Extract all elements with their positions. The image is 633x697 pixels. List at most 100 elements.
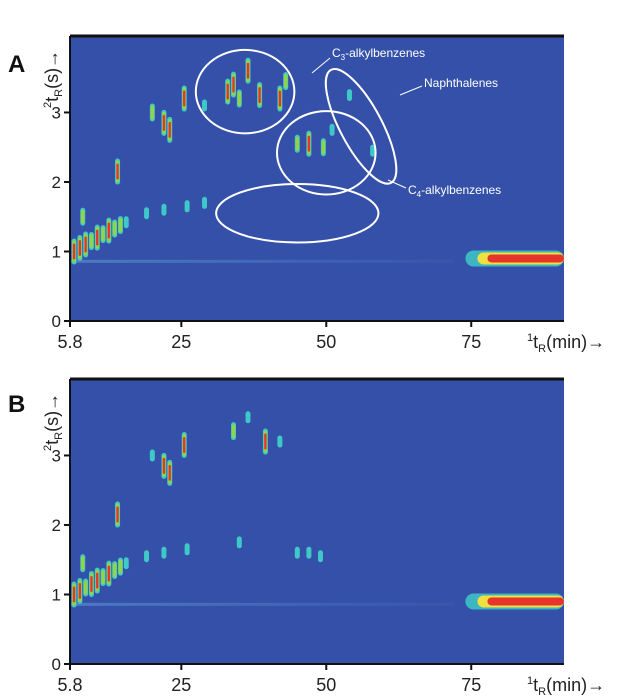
x-tick-label: 75	[461, 675, 481, 695]
peak-halo	[294, 546, 300, 559]
panel-a-peaks	[71, 57, 376, 265]
region-label-c4: C4-alkylbenzenes	[408, 183, 501, 199]
chart-peak	[161, 546, 167, 559]
peak-core	[183, 90, 186, 107]
y-axis-title-sup: 2	[42, 102, 54, 108]
x-tick-label: 75	[461, 332, 481, 352]
panel-b-plot-area	[70, 379, 564, 664]
y-tick-label: 2	[52, 516, 61, 535]
peak-core	[96, 572, 99, 589]
panel-b-solvent-band	[465, 593, 564, 610]
peak-core	[96, 229, 99, 246]
solvent-band-core	[487, 254, 564, 263]
chart-peak	[94, 567, 100, 594]
x-axis-title-sup: 1	[527, 332, 533, 344]
panel-a-plot-area	[70, 36, 564, 321]
chart-peak	[277, 85, 283, 112]
y-tick-label: 1	[52, 242, 61, 261]
chart-peak	[71, 581, 77, 608]
region-label-c4-sub: 4	[417, 190, 422, 199]
peak-mid	[80, 209, 85, 224]
chart-peak	[71, 238, 77, 265]
chart-peak	[115, 501, 121, 528]
y-axis-title-sub: R	[53, 89, 65, 97]
chart-peak	[231, 422, 237, 441]
y-axis-title-main: t	[42, 97, 62, 102]
region-ellipse	[215, 183, 380, 244]
peak-halo	[317, 550, 323, 563]
peak-mid	[112, 221, 117, 236]
region-label-c3-sub: 3	[341, 53, 346, 62]
chart-peak	[294, 546, 300, 559]
y-axis-title-unit: (s)→	[42, 50, 62, 89]
y-tick-label: 1	[52, 585, 61, 604]
region-leader-naphthalenes	[399, 85, 423, 96]
chart-peak	[80, 554, 86, 573]
peak-halo	[346, 89, 352, 102]
chart-peak	[184, 200, 190, 213]
chart-peak	[161, 452, 167, 479]
chart-peak	[115, 158, 121, 185]
x-axis-title-sup: 1	[527, 675, 533, 687]
peak-mid	[101, 570, 105, 585]
peak-halo	[329, 123, 335, 136]
peak-halo	[161, 546, 167, 559]
x-tick-label: 50	[316, 332, 336, 352]
chart-peak	[88, 571, 94, 598]
peak-halo	[149, 449, 155, 462]
peak-core	[72, 243, 76, 260]
panel-b-baseline	[71, 602, 454, 606]
chart-peak	[77, 235, 83, 262]
peak-core	[258, 87, 261, 104]
y-tick-label: 2	[52, 173, 61, 192]
y-tick-label: 3	[52, 103, 61, 122]
chart-peak	[202, 196, 208, 209]
peak-mid	[83, 580, 88, 595]
peak-core	[168, 121, 171, 138]
panel-a-baseline	[71, 259, 454, 263]
chart-peak	[202, 99, 208, 112]
peak-mid	[237, 91, 242, 106]
peak-mid	[321, 140, 326, 155]
peak-halo	[370, 144, 376, 157]
panel-b-y-title: 2tR(s)→	[42, 393, 65, 451]
baseline-streak	[71, 259, 454, 263]
chart-peak	[144, 550, 150, 563]
chart-peak	[329, 123, 335, 136]
chart-peak	[245, 411, 251, 424]
panel-a-solvent-band	[465, 250, 564, 267]
region-label-c3: C3-alkylbenzenes	[332, 46, 425, 62]
chart-peak	[181, 85, 187, 112]
region-leader-c4	[387, 179, 407, 189]
x-tick-label: 5.8	[57, 332, 82, 352]
peak-halo	[277, 435, 283, 448]
peak-mid	[150, 105, 155, 120]
chart-peak	[236, 89, 242, 108]
peak-core	[116, 163, 119, 180]
chart-peak	[117, 557, 123, 576]
chart-peak	[123, 216, 129, 229]
chart-peak	[306, 546, 312, 559]
chart-peak	[144, 207, 150, 220]
chart-peak	[100, 225, 106, 244]
chart-peak	[149, 449, 155, 462]
chart-peak	[320, 138, 326, 157]
panel-a-regions: C3-alkylbenzenesNaphthalenesC4-alkylbenz…	[194, 46, 501, 244]
chart-peak	[83, 578, 89, 597]
peak-core	[78, 583, 82, 600]
y-tick-label: 3	[52, 446, 61, 465]
region-ellipse	[324, 68, 398, 185]
chart-peak	[167, 116, 173, 143]
x-axis-title-main: t	[533, 675, 538, 695]
x-axis-title: 1tR(min)→	[527, 675, 605, 697]
x-axis-title: 1tR(min)→	[527, 332, 605, 355]
chart-peak	[117, 216, 123, 235]
chart-peak	[245, 57, 251, 84]
region-label-c4-rest: -alkylbenzenes	[421, 183, 501, 197]
region-label-c3-rest: -alkylbenzenes	[345, 46, 425, 60]
panel-letter-a: A	[8, 51, 25, 78]
y-axis-title-main: t	[42, 440, 62, 445]
chart-peak	[236, 536, 242, 549]
